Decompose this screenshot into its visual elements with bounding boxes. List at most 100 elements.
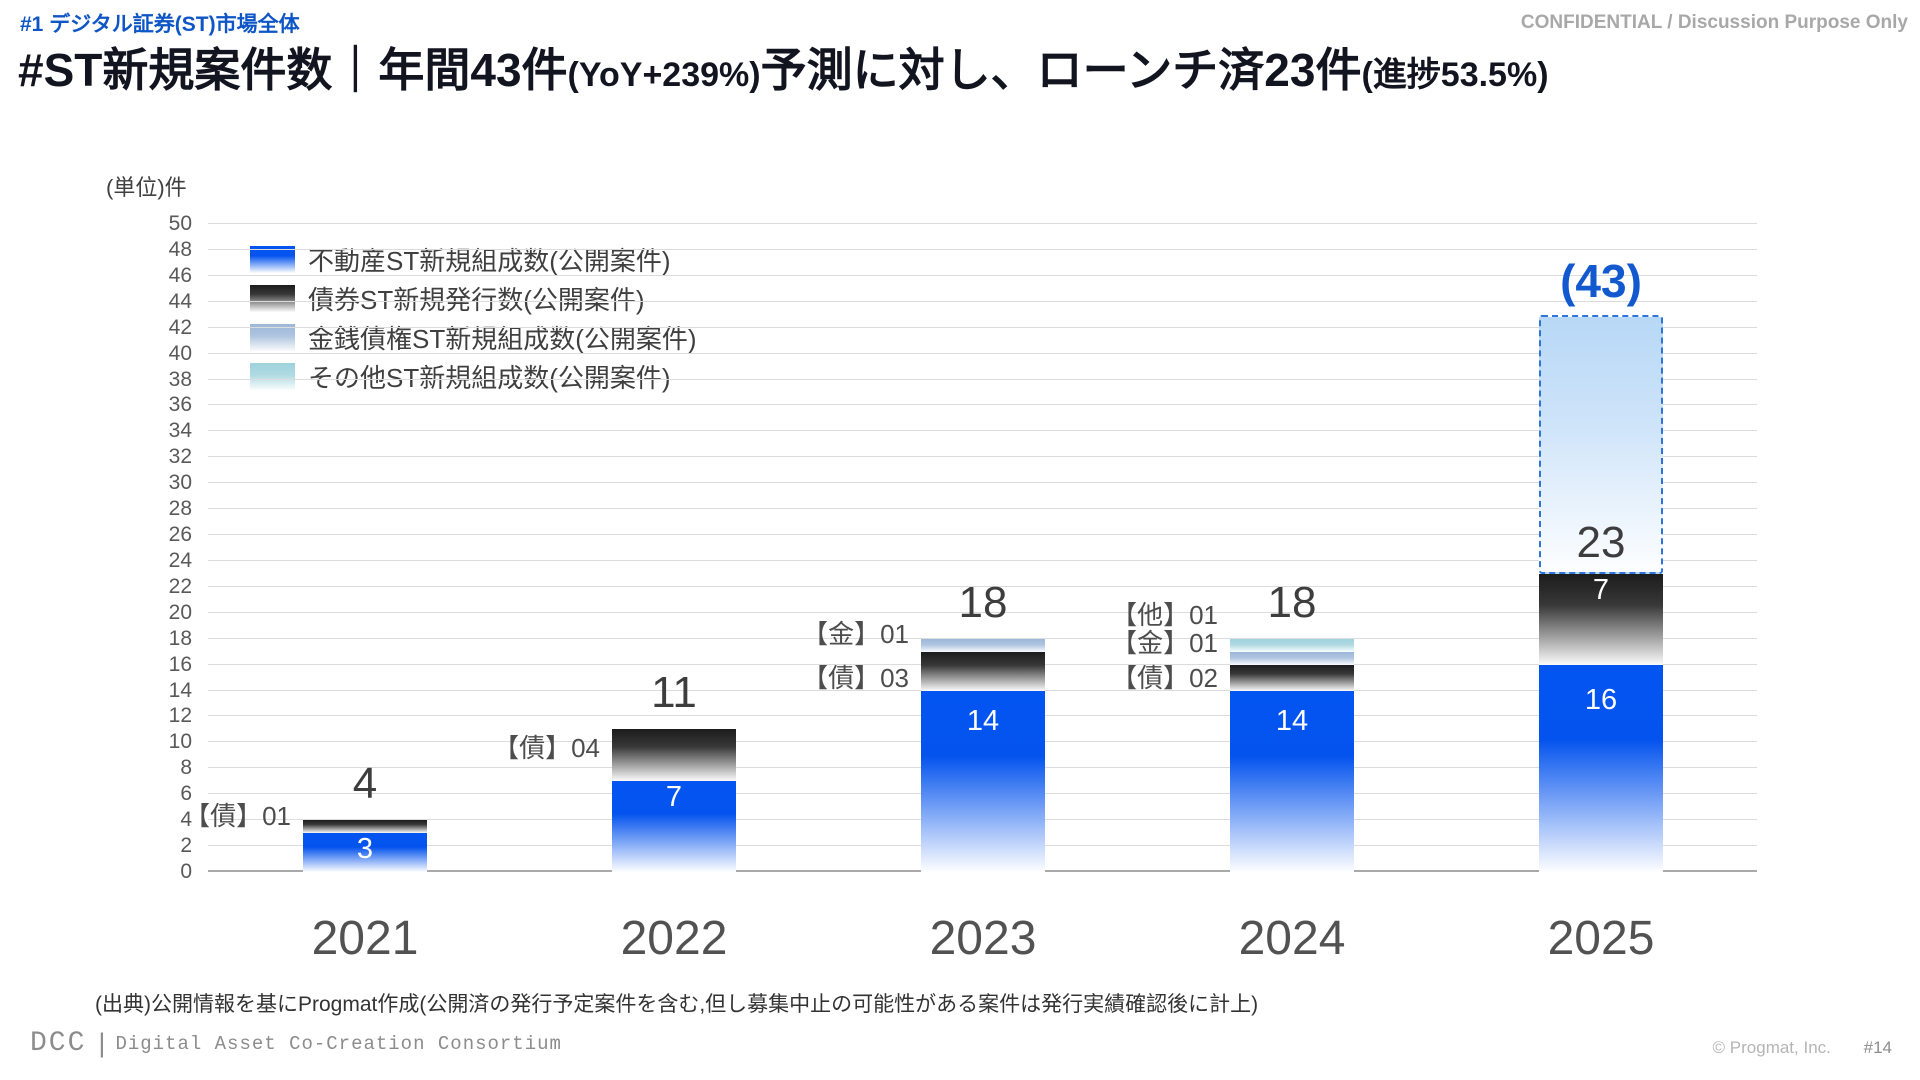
bar-value-label: 7 bbox=[1592, 573, 1610, 606]
bar-segment-2024 bbox=[1230, 651, 1354, 665]
legend-item-monetary-claim: 金銭債権ST新規組成数(公開案件) bbox=[250, 318, 697, 357]
title-mid: 予測に対し、ローンチ済23件 bbox=[760, 44, 1362, 96]
bar-total-label: 18 bbox=[1267, 577, 1317, 627]
y-tick-label: 6 bbox=[180, 782, 192, 806]
copyright: © Progmat, Inc. bbox=[1712, 1038, 1831, 1057]
bar-segment-2024 bbox=[1230, 638, 1354, 652]
legend-item-other: その他ST新規組成数(公開案件) bbox=[250, 357, 697, 396]
bar-segment-2024 bbox=[1230, 664, 1354, 691]
y-tick-label: 30 bbox=[168, 471, 192, 495]
page-number: #14 bbox=[1863, 1038, 1892, 1057]
bar-segment-2023 bbox=[921, 638, 1045, 652]
title-yoy: (YoY+239%) bbox=[567, 56, 761, 94]
x-axis-label: 2025 bbox=[1547, 912, 1655, 965]
gridline bbox=[208, 223, 1757, 224]
y-tick-label: 26 bbox=[168, 523, 192, 547]
footer-branding: DCC | Digital Asset Co-Creation Consorti… bbox=[30, 1028, 562, 1059]
y-tick-label: 8 bbox=[180, 756, 192, 780]
legend-label: 不動産ST新規組成数(公開案件) bbox=[308, 246, 671, 276]
y-tick-label: 2 bbox=[180, 834, 192, 858]
page-title: #ST新規案件数｜年間43件(YoY+239%)予測に対し、ローンチ済23件(進… bbox=[18, 34, 1549, 100]
x-axis-label: 2024 bbox=[1238, 912, 1346, 965]
source-note: (出典)公開情報を基にProgmat作成(公開済の発行予定案件を含む,但し募集中… bbox=[95, 993, 1259, 1016]
bar-segment-2024: 14 bbox=[1230, 690, 1354, 872]
y-tick-label: 34 bbox=[168, 419, 192, 443]
x-axis-label: 2023 bbox=[929, 912, 1037, 965]
legend-label: 金銭債権ST新規組成数(公開案件) bbox=[308, 324, 697, 354]
y-tick-label: 50 bbox=[168, 212, 192, 235]
legend-label: その他ST新規組成数(公開案件) bbox=[308, 363, 671, 393]
gridline bbox=[208, 300, 1757, 302]
bar-segment-2023 bbox=[921, 651, 1045, 691]
bar-total-label: 11 bbox=[651, 668, 697, 718]
y-tick-label: 36 bbox=[168, 393, 192, 417]
gridline bbox=[208, 456, 1757, 458]
slide-section-tag: #1 デジタル証券(ST)市場全体 bbox=[20, 13, 300, 36]
bar-value-label: 16 bbox=[1584, 683, 1618, 716]
y-tick-label: 24 bbox=[168, 548, 192, 572]
y-tick-label: 38 bbox=[168, 367, 192, 391]
legend-swatch-other bbox=[250, 363, 295, 390]
launched-total-label: 23 bbox=[1576, 517, 1626, 567]
footer-meta: © Progmat, Inc. #14 bbox=[1713, 1038, 1892, 1058]
chart-legend: 不動産ST新規組成数(公開案件) 債券ST新規発行数(公開案件) 金銭債権ST新… bbox=[250, 240, 697, 396]
legend-item-realestate: 不動産ST新規組成数(公開案件) bbox=[250, 240, 697, 279]
gridline bbox=[208, 248, 1757, 250]
segment-annotation: 【金】01 bbox=[802, 618, 909, 649]
footer-org-name: Digital Asset Co-Creation Consortium bbox=[115, 1032, 562, 1055]
segment-annotation: 【債】02 bbox=[1111, 662, 1218, 693]
forecast-box bbox=[1539, 314, 1663, 574]
y-tick-label: 44 bbox=[168, 289, 192, 313]
y-tick-label: 0 bbox=[180, 860, 192, 883]
gridline bbox=[208, 585, 1757, 587]
y-tick-label: 20 bbox=[168, 600, 192, 624]
y-tick-label: 42 bbox=[168, 315, 192, 339]
y-tick-label: 40 bbox=[168, 341, 192, 365]
y-tick-label: 12 bbox=[168, 704, 192, 728]
x-axis-label: 2022 bbox=[620, 912, 728, 965]
segment-annotation: 【債】04 bbox=[493, 732, 600, 763]
segment-annotation: 【債】03 bbox=[802, 662, 909, 693]
bar-value-label: 3 bbox=[356, 833, 374, 866]
confidential-notice: CONFIDENTIAL / Discussion Purpose Only bbox=[1520, 12, 1908, 33]
gridline bbox=[208, 326, 1757, 328]
bar-segment-2022: 7 bbox=[612, 781, 736, 872]
bar-total-label: 18 bbox=[958, 577, 1008, 627]
segment-annotation: 【他】01 bbox=[1111, 600, 1218, 631]
y-tick-label: 32 bbox=[168, 445, 192, 469]
legend-swatch-realestate bbox=[250, 246, 295, 273]
legend-swatch-bond bbox=[250, 285, 295, 312]
y-tick-label: 4 bbox=[180, 808, 192, 832]
chart-plot-area: 不動産ST新規組成数(公開案件) 債券ST新規発行数(公開案件) 金銭債権ST新… bbox=[169, 212, 1757, 964]
gridline bbox=[208, 430, 1757, 432]
gridline bbox=[208, 508, 1757, 510]
y-tick-label: 22 bbox=[168, 574, 192, 598]
gridline bbox=[208, 404, 1757, 406]
bar-segment-2021 bbox=[303, 820, 427, 834]
footer-separator: | bbox=[98, 1028, 106, 1058]
bar-value-label: 7 bbox=[665, 781, 683, 814]
y-tick-label: 16 bbox=[168, 652, 192, 676]
legend-label: 債券ST新規発行数(公開案件) bbox=[308, 285, 645, 315]
bar-value-label: 14 bbox=[966, 705, 1000, 738]
gridline bbox=[208, 611, 1757, 613]
y-tick-label: 46 bbox=[168, 263, 192, 287]
bar-segment-2023: 14 bbox=[921, 690, 1045, 872]
bar-segment-2022 bbox=[612, 729, 736, 782]
segment-annotation: 【金】01 bbox=[1111, 627, 1218, 658]
y-axis-unit-label: (単位)件 bbox=[106, 175, 187, 200]
gridline bbox=[208, 274, 1757, 276]
bar-segment-2025: 7 bbox=[1539, 573, 1663, 665]
x-axis-label: 2021 bbox=[311, 912, 419, 965]
forecast-total-label: (43) bbox=[1560, 254, 1642, 307]
bar-value-label: 14 bbox=[1275, 705, 1309, 738]
y-tick-label: 48 bbox=[168, 237, 192, 261]
title-progress: (進捗53.5%) bbox=[1361, 56, 1549, 94]
gridline bbox=[208, 637, 1757, 639]
y-tick-label: 10 bbox=[168, 730, 192, 754]
y-tick-label: 18 bbox=[168, 626, 192, 650]
bar-segment-2025: 16 bbox=[1539, 664, 1663, 872]
legend-swatch-monetary-claim bbox=[250, 324, 295, 351]
bar-segment-2021: 3 bbox=[303, 833, 427, 872]
bar-total-label: 4 bbox=[352, 759, 378, 809]
